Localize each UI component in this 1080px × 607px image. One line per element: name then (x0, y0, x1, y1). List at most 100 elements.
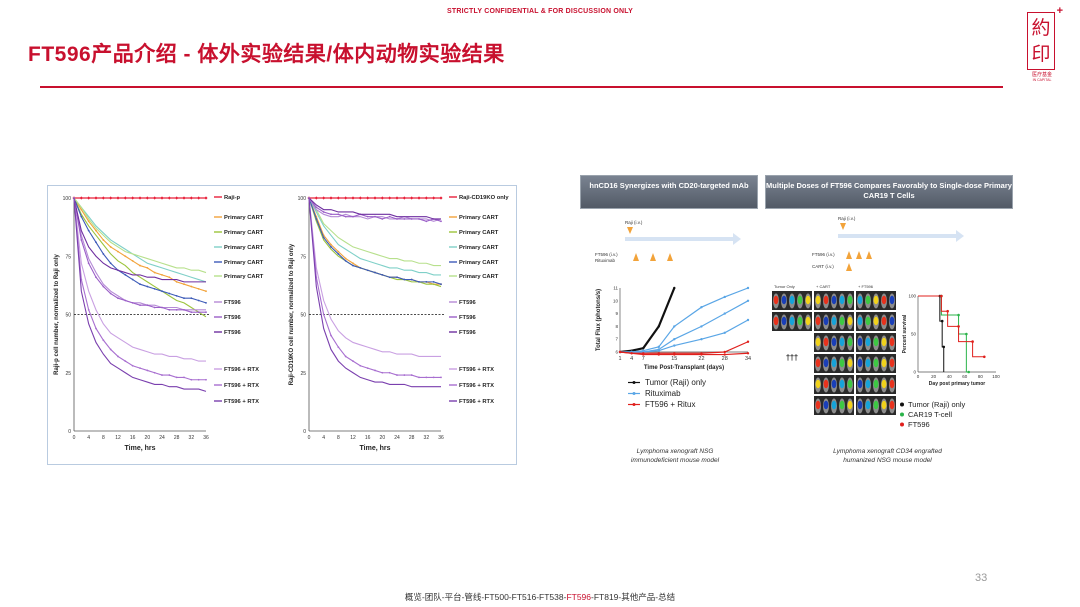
data-point (396, 374, 398, 376)
data-point (183, 308, 185, 311)
data-point (322, 236, 325, 239)
data-point (957, 325, 960, 328)
survival-step-line (918, 295, 985, 358)
data-point (425, 280, 428, 283)
x-tick-label: 80 (978, 374, 984, 379)
data-point (344, 215, 347, 218)
legend-marker (632, 403, 636, 406)
y-tick-label: 50 (300, 313, 306, 319)
data-point (403, 218, 406, 220)
header-box-multiple-doses: Multiple Doses of FT596 Compares Favorab… (765, 175, 1013, 209)
data-point (971, 340, 974, 343)
data-point (146, 267, 149, 269)
legend-label: CAR19 T-cell (908, 410, 952, 419)
data-point (425, 376, 428, 379)
legend-label: FT596 (224, 300, 242, 306)
data-point (957, 313, 960, 317)
footer-nav-after: -FT819-其他产品-总结 (591, 592, 676, 602)
data-point (102, 285, 105, 288)
chart-flux-caption-1: Lymphoma xenograft NSG (636, 448, 714, 455)
y-tick-exponent: 8 (615, 324, 618, 329)
data-point (314, 196, 318, 200)
bioluminescence-signal (857, 295, 863, 305)
data-point (124, 255, 127, 258)
data-point (87, 262, 90, 265)
series-line (73, 197, 207, 392)
timeline-arrowhead (733, 233, 741, 245)
data-point (315, 206, 318, 209)
y-tick-label: 0 (303, 429, 306, 435)
bioluminescence-signal (881, 337, 887, 347)
data-point (117, 297, 119, 300)
imaging-col-tumor-only: Tumor Only (774, 284, 795, 289)
y-tick-exponent: 11 (613, 286, 618, 291)
y-tick-label: 100 (298, 196, 307, 202)
data-point (175, 294, 178, 297)
data-point (965, 332, 968, 336)
y-tick-label: 100 (63, 196, 72, 202)
data-point (403, 278, 406, 281)
data-point (117, 250, 119, 253)
data-point (330, 243, 332, 246)
series-line (73, 197, 207, 283)
data-point (388, 215, 391, 218)
data-point (153, 371, 156, 374)
x-axis-label: Day post primary tumor (929, 381, 985, 387)
data-point (80, 239, 83, 241)
timeline-bar (625, 237, 733, 241)
data-point (403, 374, 406, 376)
data-point (102, 239, 105, 241)
legend-marker (632, 381, 636, 384)
y-axis-label: Raji-CD19KO cell number, normalized to R… (289, 243, 295, 385)
series-line (73, 197, 206, 362)
data-point (388, 196, 392, 200)
data-point (657, 349, 660, 352)
data-point (190, 378, 193, 381)
x-tick-label: 28 (409, 435, 415, 441)
data-point (673, 344, 676, 347)
schedule-a-ft596-label: FT596 (i.v.) (595, 252, 618, 257)
y-axis-label: Percent survival (902, 314, 908, 353)
data-point (153, 306, 156, 309)
data-point (161, 306, 163, 309)
schedule-a-top-label: Raji (i.v.) (625, 220, 643, 225)
legend-label: Primary CART (224, 260, 264, 266)
data-point (967, 370, 970, 374)
x-tick-label: 36 (438, 435, 444, 441)
data-point (168, 374, 171, 376)
dose-marker (633, 253, 639, 261)
bioluminescence-signal (865, 337, 871, 347)
legend-label: Raji-p (224, 195, 241, 201)
data-point (117, 355, 119, 358)
data-point (380, 196, 384, 200)
bioluminescence-signal (823, 379, 829, 389)
legend-label: Primary CART (459, 230, 499, 236)
x-tick-label: 24 (159, 435, 165, 441)
bioluminescence-signal (823, 337, 829, 347)
data-point (373, 196, 377, 200)
legend-label: FT596 (459, 330, 477, 336)
legend-label: Primary CART (459, 274, 499, 280)
data-point (205, 290, 207, 293)
data-point (630, 352, 633, 355)
data-point (657, 325, 660, 328)
bioluminescence-signal (815, 379, 821, 389)
data-point (102, 253, 105, 255)
data-point (402, 196, 406, 200)
logo-plus: + (1056, 5, 1063, 17)
schedule-b-top-label: Raji (i.v.) (838, 216, 856, 221)
data-point (102, 339, 105, 342)
data-point (746, 299, 750, 302)
data-point (168, 292, 171, 295)
y-tick-label: 50 (65, 313, 71, 319)
footer-nav: 概览-团队-平台-管线-FT500-FT516-FT538-FT596-FT81… (0, 591, 1080, 603)
logo-en-text: IN CAPITAL (1032, 78, 1052, 82)
data-point (946, 309, 949, 313)
bioluminescence-signal (857, 316, 863, 326)
data-point (942, 345, 946, 349)
data-point (673, 338, 676, 341)
bioluminescence-signal (815, 316, 821, 326)
bioluminescence-signal (865, 379, 871, 389)
bioluminescence-signal (881, 316, 887, 326)
